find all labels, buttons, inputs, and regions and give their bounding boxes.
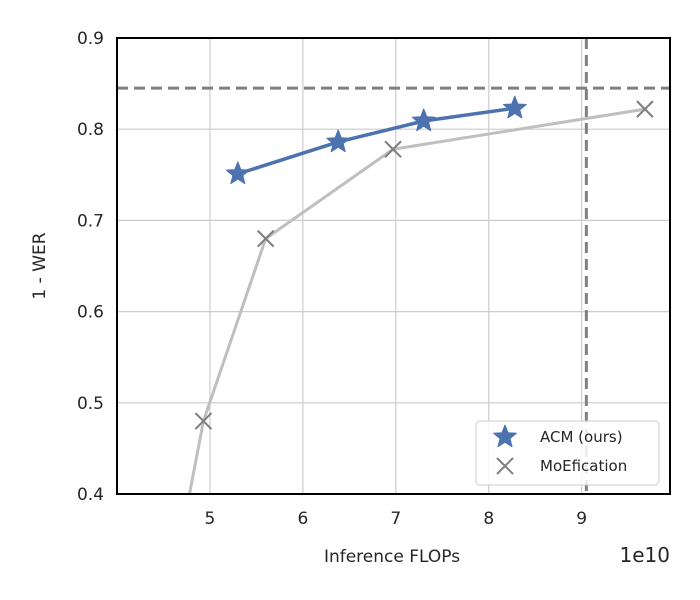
x-axis-label: Inference FLOPs [324,547,460,567]
x-tick-label: 8 [483,509,494,529]
x-tick-label: 5 [205,509,216,529]
legend: ACM (ours) MoEfication [475,420,660,486]
series-acm [225,95,527,185]
plot-frame [116,37,671,495]
moefication-point [636,100,654,118]
acm-point [502,95,527,119]
acm-point [225,161,250,185]
acm-line [236,106,517,176]
acm-point [411,108,436,132]
legend-star-icon [493,424,517,448]
y-tick-label: 0.6 [77,303,104,323]
reference-lines [117,38,670,494]
acm-point [326,129,351,153]
moefication-point [256,229,275,248]
x-tick-label: 9 [576,509,587,529]
y-tick-label: 0.9 [77,29,104,49]
y-axis-label: 1 - WER [30,232,50,299]
legend-x-icon [496,457,514,475]
y-tick-label: 0.5 [77,394,104,414]
legend-box [475,420,660,486]
x-tick-label: 6 [297,509,308,529]
legend-marker-acm [493,424,517,448]
x-axis-offset-label: 1e10 [620,543,670,567]
series-moefication [187,100,654,494]
moefication-point [384,140,402,158]
series-group [187,95,654,494]
y-tick-label: 0.8 [77,120,104,140]
tick-labels: 5 6 7 8 9 0.4 0.5 0.6 0.7 0.8 0.9 [77,29,587,529]
y-tick-label: 0.7 [77,211,104,231]
legend-label-moefication: MoEfication [540,457,627,475]
x-tick-label: 7 [390,509,401,529]
legend-marker-moefication [496,457,514,475]
moefication-point [194,412,213,430]
legend-label-acm: ACM (ours) [540,428,623,446]
y-tick-label: 0.4 [77,485,104,505]
